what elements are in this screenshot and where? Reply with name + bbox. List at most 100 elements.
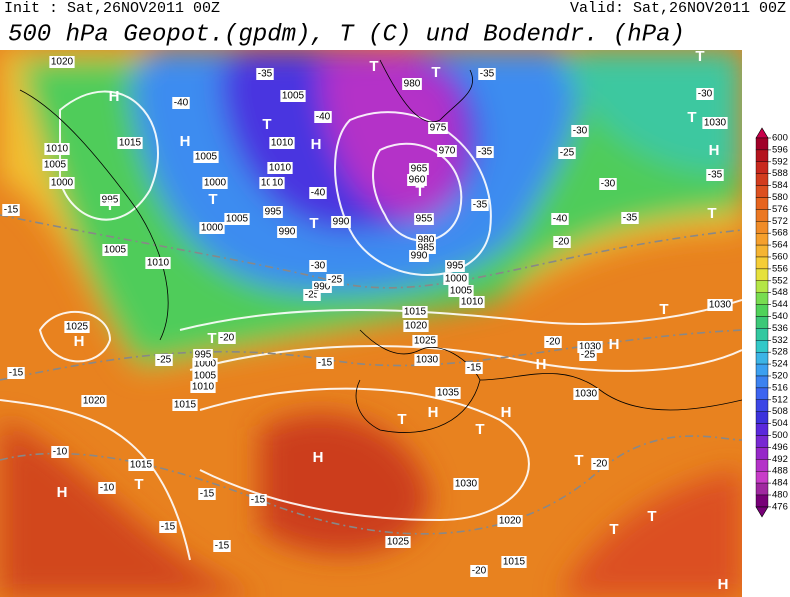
colorbar-swatch (755, 340, 769, 353)
isobar-label-box (81, 395, 107, 407)
pressure-center: H (57, 484, 68, 501)
isobar-label-group: 1010 (259, 177, 285, 189)
isobar-label: 1015 (174, 400, 197, 411)
isotherm-label-box (558, 147, 576, 159)
isotherm-label-group: -30 (309, 260, 327, 272)
isotherm-label-box (7, 367, 25, 379)
isobar-label-group: 1015 (172, 399, 198, 411)
isotherm-label-box (326, 274, 344, 286)
isotherm-label-group: -10 (98, 482, 116, 494)
colorbar-swatch (755, 292, 769, 305)
isobar-label-group: 1005 (192, 370, 218, 382)
isobar-label-box (269, 137, 295, 149)
isobar-label-box (259, 177, 285, 189)
isotherm-label-group: -15 (198, 488, 216, 500)
isobar-label-group: 1000 (443, 273, 469, 285)
isobar-label-box (190, 381, 216, 393)
isobar-label-box (707, 299, 733, 311)
isobar-label: 1005 (104, 245, 127, 256)
isobar-label: 970 (439, 146, 456, 157)
isobar-label-group: 1015 (501, 556, 527, 568)
isobar-label: 1020 (83, 396, 106, 407)
isobar-label: 1035 (437, 388, 460, 399)
isobar-label: 1005 (450, 286, 473, 297)
isobar-label-group: 995 (445, 260, 465, 272)
isobar-label: 990 (314, 282, 331, 293)
isobar-label-box (102, 244, 128, 256)
isobar-label-box (100, 194, 120, 206)
isobar-label: 1030 (579, 342, 602, 353)
isobar-label-box (280, 90, 306, 102)
isotherm-label-group: -25 (558, 147, 576, 159)
isotherm-label-group: -20 (591, 458, 609, 470)
colorbar-swatch (755, 352, 769, 365)
isotherm-label-group: -10 (51, 446, 69, 458)
isobar-label-group: 1025 (64, 321, 90, 333)
isotherm-label: -35 (478, 147, 493, 158)
isobar-label: 955 (416, 214, 433, 225)
isotherm-label-box (471, 199, 489, 211)
isobar-label-group: 1025 (385, 536, 411, 548)
colorbar-swatch (755, 328, 769, 341)
isotherm-label: -25 (305, 290, 320, 301)
isotherm-label: -30 (311, 261, 326, 272)
isotherm-label: -35 (473, 200, 488, 211)
isotherm-label-box (159, 521, 177, 533)
isobar-label-group: 1030 (573, 388, 599, 400)
colorbar-arrow-bottom (755, 506, 769, 518)
colorbar-label: 516 (772, 382, 788, 393)
isotherm-label-group: -25 (326, 274, 344, 286)
isobar-label-group: 970 (437, 145, 457, 157)
pressure-center: H (313, 449, 324, 466)
isobar-label-group: 995 (193, 349, 213, 361)
colorbar-swatch (755, 316, 769, 329)
isotherm-label-group: -30 (571, 125, 589, 137)
isobar-label-group: 1005 (280, 90, 306, 102)
isotherm-label-box (155, 354, 173, 366)
isobar-label-box (263, 206, 283, 218)
pressure-center: H (74, 333, 85, 350)
isobar-label: 1000 (194, 359, 217, 370)
isotherm-label-group: -20 (553, 236, 571, 248)
pressure-center: T (431, 64, 440, 81)
isotherm-label-box (309, 260, 327, 272)
isotherm-label-box (621, 212, 639, 224)
isobar-label-group: 955 (414, 213, 434, 225)
isobar-label: 1020 (499, 516, 522, 527)
isobar-label-box (445, 260, 465, 272)
pressure-center: T (687, 109, 696, 126)
isotherm-label-group: -15 (465, 362, 483, 374)
colorbar-swatch (755, 185, 769, 198)
isotherm-label: -20 (593, 459, 608, 470)
isobar-label-group: 1010 (44, 143, 70, 155)
colorbar-swatch (755, 137, 769, 151)
colorbar-swatch (755, 280, 769, 293)
colorbar-label: 544 (772, 299, 788, 310)
isobar-label-box (49, 177, 75, 189)
colorbar-label: 528 (772, 347, 788, 358)
isotherm-label-group: -40 (551, 213, 569, 225)
isobar-label-group: 1000 (202, 177, 228, 189)
isobar-label: 1005 (44, 160, 67, 171)
isobar-label-group: 1005 (42, 159, 68, 171)
isobar-label: 1010 (269, 163, 292, 174)
isotherm-label-group: -40 (309, 187, 327, 199)
isotherm-label: -20 (546, 337, 561, 348)
isobar-label-box (64, 321, 90, 333)
pressure-center: H (536, 356, 547, 373)
pressure-center: H (180, 133, 191, 150)
isobar-label-group: 1000 (49, 177, 75, 189)
isobar-label-group: 1030 (702, 117, 728, 129)
isotherm-label-box (599, 178, 617, 190)
isotherm-label: -15 (200, 489, 215, 500)
colorbar-label: 504 (772, 418, 788, 429)
colorbar-label: 524 (772, 359, 788, 370)
isobar-label-box (224, 213, 250, 225)
colorbar-label: 520 (772, 371, 788, 382)
isotherm-label-box (2, 204, 20, 216)
isotherm-label-box (579, 349, 597, 361)
pressure-center: H (109, 88, 120, 105)
colorbar-label: 560 (772, 252, 788, 263)
